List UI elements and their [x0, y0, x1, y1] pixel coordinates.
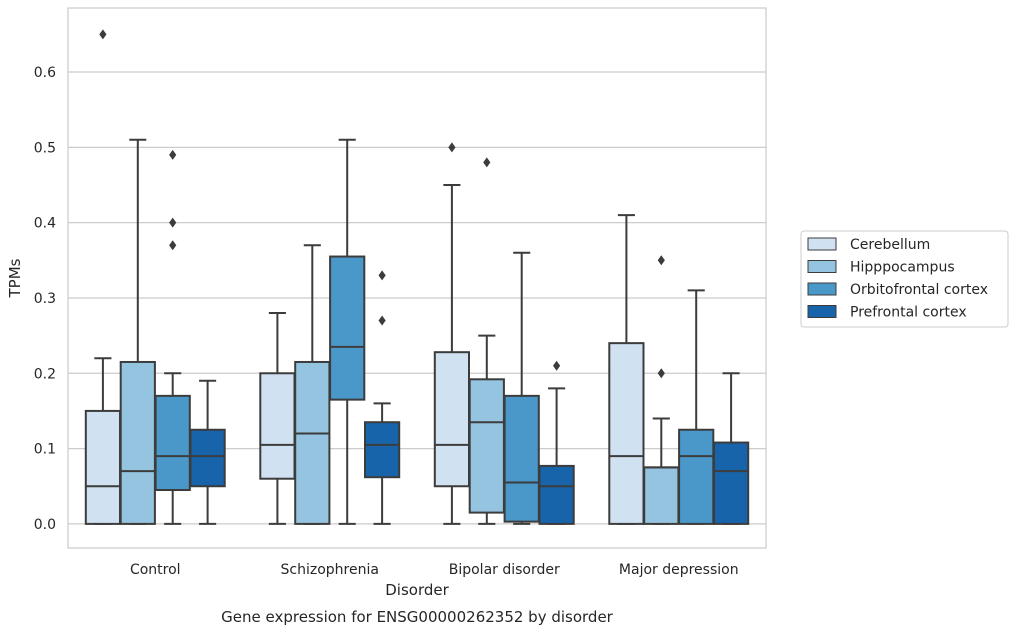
outlier-point	[169, 149, 177, 160]
box	[363, 421, 401, 479]
y-tick-label: 0.5	[34, 140, 56, 156]
legend-label: Hipppocampus	[850, 260, 955, 276]
chart-caption: Gene expression for ENSG00000262352 by d…	[221, 608, 614, 626]
legend-swatch	[807, 260, 837, 273]
legend-swatch	[807, 237, 837, 251]
plot-frame	[67, 7, 767, 549]
box	[259, 372, 296, 480]
box-group	[643, 255, 680, 525]
box	[712, 441, 750, 525]
legend: Cerebellum Hipppocampus Orbitofrontal cort…	[800, 230, 1009, 328]
box	[678, 428, 715, 525]
box	[643, 466, 680, 525]
legend-label: Orbitofrontal cortex	[850, 282, 988, 298]
x-tick-labels: Control Schizophrenia Bipolar disorder Majo…	[130, 562, 739, 578]
y-tick-labels: 0.0 0.1 0.2 0.3 0.4 0.5 0.6	[34, 65, 56, 533]
outlier-point	[378, 315, 386, 326]
box-group	[608, 214, 645, 525]
outlier-point	[553, 360, 561, 371]
box	[538, 464, 575, 525]
box-group	[468, 157, 505, 525]
box	[294, 360, 331, 525]
y-tick-label: 0.3	[34, 291, 56, 307]
y-tick-label: 0.0	[34, 517, 56, 533]
outlier-point	[483, 157, 491, 168]
box	[503, 394, 540, 523]
box-group	[329, 138, 366, 525]
box	[154, 394, 191, 492]
box	[608, 342, 645, 525]
outlier-point	[169, 240, 177, 251]
box-group	[503, 251, 540, 525]
box	[433, 351, 471, 488]
y-axis-label: TPMs	[6, 258, 24, 298]
legend-frame	[800, 230, 1009, 328]
box-group	[294, 244, 331, 525]
x-tick-label: Schizophrenia	[281, 562, 379, 578]
box-group	[712, 372, 750, 525]
legend-swatch	[807, 305, 837, 318]
y-tick-label: 0.6	[34, 65, 56, 81]
outlier-point	[169, 217, 177, 228]
x-axis-label: Disorder	[385, 581, 449, 599]
box	[329, 255, 366, 401]
y-tick-label: 0.4	[34, 216, 56, 232]
box	[119, 360, 156, 525]
outlier-point	[448, 142, 456, 153]
outlier-point	[657, 368, 665, 379]
box-group	[433, 142, 471, 525]
x-tick-label: Major depression	[619, 562, 739, 578]
outlier-point	[99, 29, 107, 40]
outlier-point	[378, 270, 386, 281]
x-tick-label: Bipolar disorder	[449, 562, 560, 578]
box-group	[119, 138, 156, 525]
boxes	[84, 29, 750, 525]
x-tick-label: Control	[130, 562, 181, 578]
box-group	[189, 379, 226, 525]
y-tick-label: 0.2	[34, 366, 56, 382]
legend-swatch	[807, 282, 837, 296]
box-group	[678, 289, 715, 525]
outlier-point	[657, 255, 665, 266]
box-group	[154, 149, 191, 525]
box-group	[538, 360, 575, 525]
box-group	[259, 312, 296, 525]
box-group	[363, 270, 401, 525]
box	[189, 428, 226, 488]
y-tick-label: 0.1	[34, 442, 56, 458]
legend-label: Cerebellum	[850, 237, 930, 253]
box	[84, 409, 122, 525]
box	[468, 378, 505, 514]
legend-label: Prefrontal cortex	[850, 305, 967, 321]
